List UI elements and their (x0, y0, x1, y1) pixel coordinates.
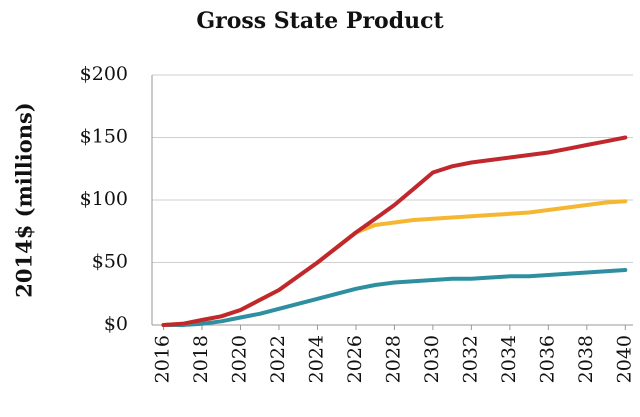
series-line (161, 199, 628, 327)
y-tick-label: $200 (80, 63, 128, 85)
x-tick-label: 2016 (152, 335, 174, 383)
y-tick-label: $0 (104, 313, 128, 335)
x-tick-label: 2038 (575, 335, 597, 383)
x-tick-label: 2030 (421, 335, 443, 383)
x-tick-label: 2022 (267, 335, 289, 383)
x-tick-label: 2032 (459, 335, 481, 383)
chart-title: Gross State Product (196, 8, 444, 34)
y-tick-label: $150 (80, 126, 128, 148)
series-line (161, 268, 628, 327)
x-tick-label: 2036 (536, 335, 558, 383)
x-tick-label: 2024 (305, 335, 327, 383)
x-tick-label: 2020 (229, 335, 251, 383)
x-tick-label: 2018 (190, 335, 212, 383)
x-tick-label: 2034 (498, 335, 520, 383)
x-tick-label: 2040 (613, 335, 635, 383)
x-tick-label: 2026 (344, 335, 366, 383)
x-tick-label: 2028 (382, 335, 404, 383)
y-tick-label: $100 (80, 188, 128, 210)
y-tick-label: $50 (92, 251, 128, 273)
y-axis-label: 2014$ (millions) (12, 102, 37, 297)
series-line (161, 135, 628, 327)
